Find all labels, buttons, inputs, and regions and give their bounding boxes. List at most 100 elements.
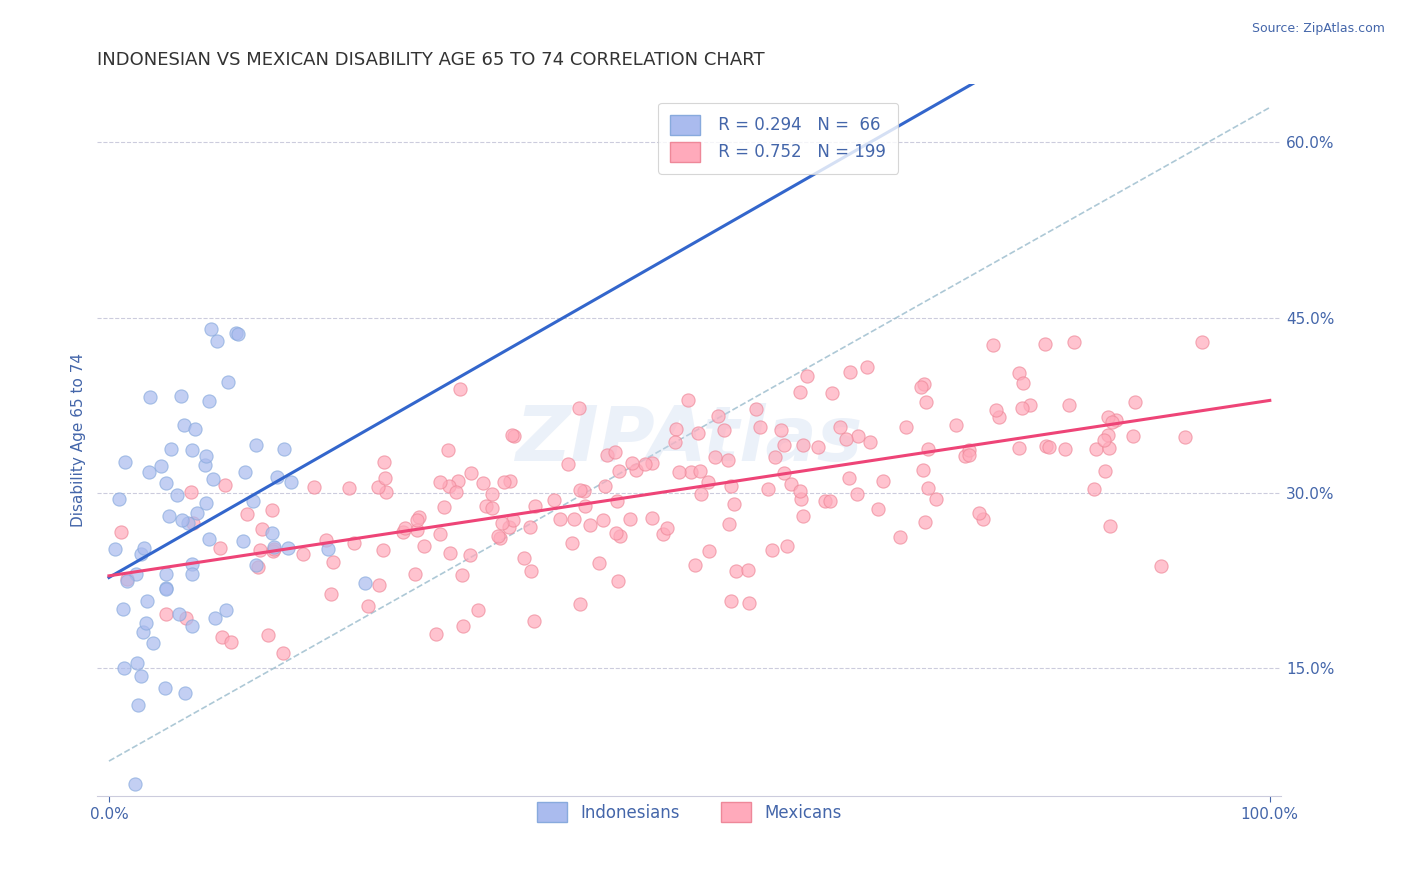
Point [761,542,783,557]
Point [342,536,364,550]
Point [987,410,1010,425]
Point [245,437,267,451]
Point [981,338,1004,352]
Point [592,513,614,527]
Point [155,476,177,491]
Point [273,442,295,456]
Point [195,450,218,464]
Point [197,394,219,409]
Point [394,521,416,535]
Point [217,375,239,389]
Point [846,429,869,443]
Point [209,541,232,555]
Point [574,499,596,513]
Point [917,481,939,495]
Point [718,516,741,531]
Point [181,516,204,530]
Point [198,532,221,546]
Point [1149,558,1171,573]
Point [211,630,233,644]
Point [796,369,818,384]
Point [460,549,482,563]
Point [624,463,647,477]
Point [157,509,180,524]
Point [155,582,177,596]
Point [606,494,628,508]
Point [481,486,503,500]
Point [139,390,162,404]
Point [713,423,735,437]
Point [683,558,706,573]
Point [953,449,976,463]
Point [232,534,254,549]
Point [772,467,794,481]
Y-axis label: Disability Age 65 to 74: Disability Age 65 to 74 [72,353,86,527]
Point [406,512,429,526]
Point [548,511,571,525]
Point [110,525,132,540]
Point [439,545,461,559]
Point [914,515,936,529]
Point [138,465,160,479]
Point [115,574,138,589]
Point [155,607,177,621]
Point [471,476,494,491]
Point [263,541,285,555]
Point [744,402,766,417]
Point [835,432,858,446]
Point [1038,440,1060,454]
Point [124,777,146,791]
Point [1063,334,1085,349]
Point [619,512,641,526]
Point [776,539,799,553]
Point [957,448,980,462]
Point [166,488,188,502]
Point [914,395,936,409]
Point [522,614,544,628]
Point [127,657,149,671]
Point [367,480,389,494]
Point [689,464,711,478]
Point [337,481,360,495]
Point [486,529,509,543]
Point [856,359,879,374]
Point [1101,415,1123,429]
Point [789,484,811,499]
Point [375,484,398,499]
Point [790,491,813,506]
Point [249,543,271,558]
Point [1123,395,1146,409]
Point [132,541,155,556]
Point [910,380,932,394]
Point [858,434,880,449]
Point [889,530,911,544]
Point [233,465,256,479]
Point [444,485,467,500]
Point [354,576,377,591]
Point [1008,366,1031,380]
Point [792,438,814,452]
Point [664,434,686,449]
Point [263,541,285,556]
Point [245,558,267,573]
Point [450,567,472,582]
Point [1019,398,1042,412]
Point [1174,429,1197,443]
Legend: Indonesians, Mexicans: Indonesians, Mexicans [524,790,853,834]
Point [593,479,616,493]
Point [173,417,195,432]
Point [690,487,713,501]
Point [866,502,889,516]
Point [524,499,547,513]
Point [681,465,703,479]
Point [170,513,193,527]
Point [167,607,190,621]
Point [519,520,541,534]
Point [814,494,837,508]
Point [433,500,456,514]
Point [153,681,176,695]
Point [572,483,595,498]
Point [543,493,565,508]
Point [621,457,644,471]
Point [717,452,740,467]
